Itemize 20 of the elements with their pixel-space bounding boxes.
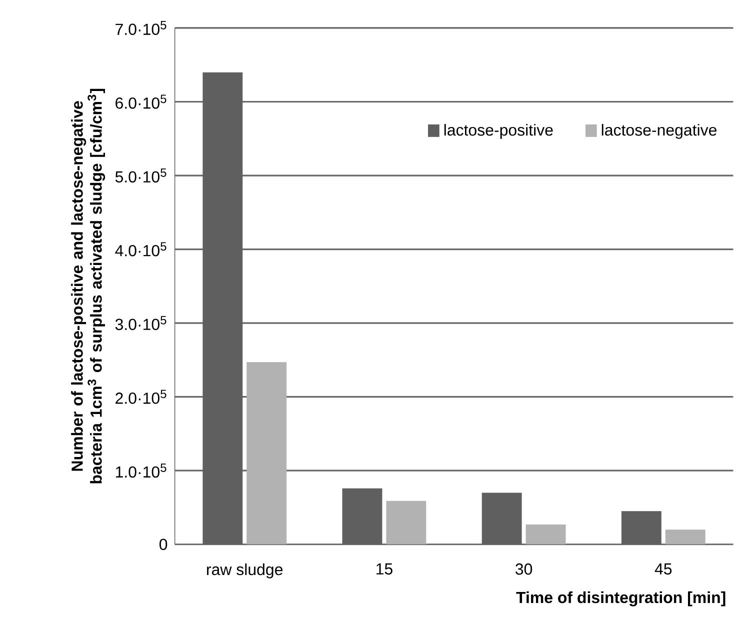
y-tick-label: 2.0·10$^{5}$ [116,390,166,404]
y-tick-label: 3.0·10$^{5}$ [115,316,166,330]
legend-label: lactose-positive [444,124,553,139]
y-axis-title: Number of lactose-positive and lactose-negative bacteria 1cm$^{3}$ of surplus activated sludge [cfu/cm$^{3}$] [71,88,106,484]
bar [246,362,287,544]
y-tick-label: 7.0·10$^{5}$ [116,20,166,35]
x-tick-label: 15 [376,563,392,574]
y-tick-label: 1.0·10$^{5}$ [116,463,166,478]
x-tick-label: 45 [654,563,672,574]
x-tick-label: 30 [516,563,532,575]
y-tick-label: 6.0·10$^{5}$ [116,94,166,109]
y-tick-label: 0 [159,538,168,550]
bar [526,524,566,544]
x-axis-title: Time of disintegration [min] [516,591,726,606]
y-tick-label: 5.0·10$^{5}$ [115,168,166,182]
bar [386,500,426,544]
legend-label: lactose-negative [602,124,716,139]
bar [665,529,706,544]
y-tick-label: 4.0·10$^{5}$ [115,242,166,256]
x-tick-label: raw sludge [207,563,283,578]
